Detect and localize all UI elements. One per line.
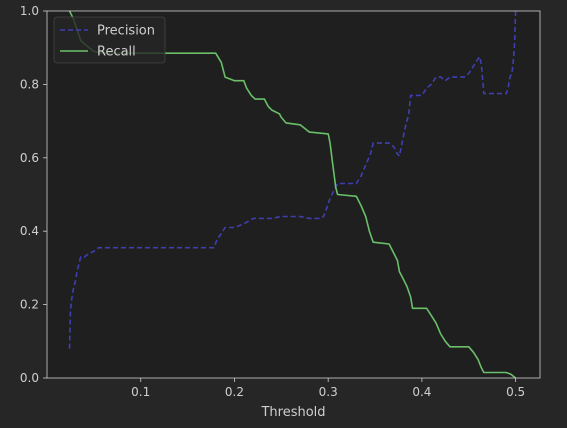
x-tick-label: 0.5 [506,385,525,399]
y-tick-label: 0.8 [20,77,39,91]
legend-label-precision: Precision [97,24,155,39]
y-ticks: 0.0 0.2 0.4 0.6 0.8 1.0 [20,4,47,385]
x-axis-label: Threshold [260,405,325,420]
axes-border [46,10,541,379]
legend-label-recall: Recall [97,45,136,60]
y-tick-label: 0.2 [20,298,39,312]
y-tick-label: 0.4 [20,224,39,238]
x-tick-label: 0.1 [131,385,150,399]
series-lines [68,10,517,379]
axes-frame [46,10,541,379]
y-tick-label: 1.0 [20,4,39,18]
legend: Precision Recall [53,16,166,64]
x-tick-label: 0.2 [225,385,244,399]
series-line-precision [68,10,517,349]
x-tick-label: 0.3 [319,385,338,399]
series-line-recall [68,10,517,379]
x-tick-label: 0.4 [412,385,431,399]
x-ticks: 0.1 0.2 0.3 0.4 0.5 [131,378,525,399]
y-tick-label: 0.6 [20,151,39,165]
plot-area [47,11,540,378]
y-tick-label: 0.0 [20,371,39,385]
